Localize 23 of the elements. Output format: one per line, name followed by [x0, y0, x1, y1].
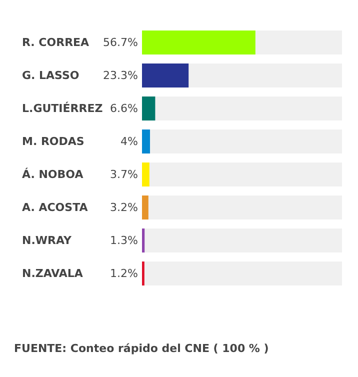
y-tick-label: N.WRAY [22, 234, 72, 247]
y-tick-label: L.GUTIÉRREZ [22, 101, 103, 115]
data-label: 56.7% [103, 36, 138, 49]
bar [142, 196, 148, 220]
source-note: FUENTE: Conteo rápido del CNE ( 100 % ) [14, 342, 269, 355]
data-label: 6.6% [110, 102, 138, 115]
data-label: 3.7% [110, 168, 138, 181]
bar [142, 162, 150, 186]
y-tick-label: Á. NOBOA [22, 167, 84, 181]
y-tick-label: N.ZAVALA [22, 267, 84, 280]
data-label: 23.3% [103, 69, 138, 82]
y-tick-label: M. RODAS [22, 135, 84, 148]
data-label: 4% [120, 135, 138, 148]
y-tick-label: G. LASSO [22, 69, 80, 82]
bar [142, 96, 156, 120]
y-tick-label: A. ACOSTA [22, 201, 88, 214]
data-label: 1.2% [110, 267, 138, 280]
y-tick-label: R. CORREA [22, 36, 90, 49]
bar [142, 64, 189, 88]
data-label: 1.3% [110, 234, 138, 247]
bar [142, 228, 145, 252]
bar [142, 130, 150, 154]
data-label: 3.2% [110, 201, 138, 214]
